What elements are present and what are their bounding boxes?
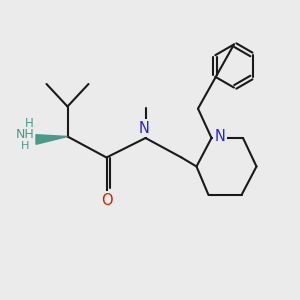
Text: H: H	[25, 117, 34, 130]
Text: NH: NH	[16, 128, 35, 141]
Text: O: O	[101, 193, 112, 208]
Text: N: N	[214, 129, 225, 144]
Polygon shape	[36, 135, 68, 144]
Text: H: H	[21, 141, 30, 152]
Text: N: N	[139, 121, 149, 136]
